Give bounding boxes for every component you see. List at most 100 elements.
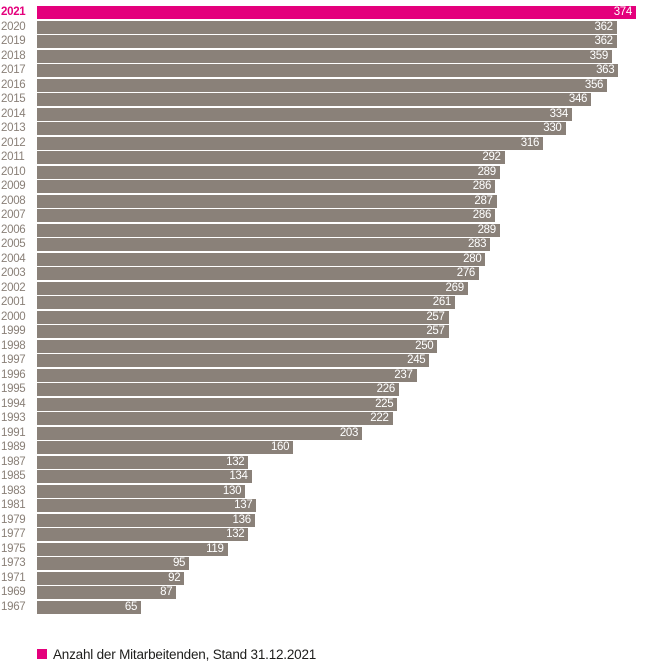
bar-row: 2009 286: [0, 180, 650, 193]
bar: 283: [37, 238, 491, 251]
bar-value-label: 292: [482, 151, 501, 163]
year-label: 2009: [1, 180, 26, 192]
bar-value-label: 280: [463, 252, 482, 265]
bar: 289: [37, 223, 500, 237]
bar-track: 289: [37, 223, 636, 237]
bar-value-label: 316: [520, 136, 540, 149]
bar-row: 2006 289: [0, 223, 650, 237]
bar-row: 2004 280: [0, 252, 650, 266]
bar-track: 261: [37, 296, 636, 309]
year-label: 1985: [1, 470, 26, 482]
bar: 250: [37, 339, 438, 353]
year-label: 2012: [1, 136, 26, 149]
bar-track: 137: [37, 499, 636, 512]
bar-track: 92: [37, 571, 636, 585]
bar: 289: [37, 165, 500, 179]
bar-value-label: 374: [613, 6, 633, 18]
year-label: 2005: [1, 238, 26, 250]
bar-value-label: 137: [234, 499, 253, 511]
year-label: 1995: [1, 383, 26, 395]
bar-track: 222: [37, 412, 636, 425]
legend-label: Anzahl der Mitarbeitenden, Stand 31.12.2…: [53, 646, 317, 662]
bar-track: 316: [37, 136, 636, 150]
year-label: 2004: [1, 252, 26, 265]
bar-row: 2012 316: [0, 136, 650, 150]
bar-row: 1995 226: [0, 383, 650, 396]
bar-value-label: 289: [477, 165, 497, 178]
bar-value-label: 359: [589, 49, 609, 62]
bar-row: 2000 257: [0, 310, 650, 324]
bar-row: 1985 134: [0, 470, 650, 483]
bar-track: 87: [37, 586, 636, 599]
bar-track: 356: [37, 78, 636, 92]
bar-row: 2011 292: [0, 151, 650, 164]
bar-track: 132: [37, 455, 636, 469]
bar-row: 1989 160: [0, 441, 650, 454]
bar-value-label: 286: [472, 180, 492, 192]
bar-track: 203: [37, 426, 636, 440]
bar-value-label: 261: [432, 296, 452, 308]
bar-row: 2017 363: [0, 64, 650, 77]
bar-value-label: 363: [596, 64, 615, 76]
bar: 363: [37, 64, 619, 77]
bar-row: 1996 237: [0, 368, 650, 382]
bar-row: 1977 132: [0, 528, 650, 541]
bar-row: 1998 250: [0, 339, 650, 353]
bar-row: 2005 283: [0, 238, 650, 251]
bar-value-label: 269: [445, 281, 465, 294]
bar-track: 286: [37, 209, 636, 222]
bar-row: 1969 87: [0, 586, 650, 599]
year-label: 2013: [1, 122, 26, 134]
bar-track: 362: [37, 20, 636, 34]
bar-value-label: 346: [568, 93, 588, 105]
bar: 316: [37, 136, 544, 150]
bar-value-label: 287: [474, 194, 493, 207]
bar: 286: [37, 209, 496, 222]
bar-track: 287: [37, 194, 636, 208]
bar-value-label: 95: [172, 557, 186, 569]
year-label: 1983: [1, 484, 26, 497]
bar: 261: [37, 296, 456, 309]
bar-row: 1973 95: [0, 557, 650, 570]
bar: 334: [37, 107, 572, 121]
year-label: 2001: [1, 296, 26, 308]
bar-row: 1971 92: [0, 571, 650, 585]
bar-track: 134: [37, 470, 636, 483]
bar-row: 1997 245: [0, 354, 650, 367]
bar-row: 2018 359: [0, 49, 650, 63]
bar-value-label: 257: [426, 325, 445, 337]
bar: 362: [37, 35, 617, 48]
bar-track: 346: [37, 93, 636, 106]
bar-row: 1991 203: [0, 426, 650, 440]
bar: 257: [37, 325, 449, 338]
bar-value-label: 119: [206, 542, 224, 555]
bar-track: 363: [37, 64, 636, 77]
bar-track: 119: [37, 542, 636, 556]
bar: 276: [37, 267, 480, 280]
bar-track: 362: [37, 35, 636, 48]
year-label: 1989: [1, 441, 26, 453]
year-label: 1975: [1, 542, 26, 555]
year-label: 1991: [1, 426, 26, 439]
bar-value-label: 134: [229, 470, 248, 482]
bar: 356: [37, 78, 608, 92]
bar: 269: [37, 281, 468, 295]
year-label: 1979: [1, 513, 26, 526]
year-label: 2002: [1, 281, 26, 294]
bar: 136: [37, 513, 255, 527]
bar-track: 95: [37, 557, 636, 570]
year-label: 1997: [1, 354, 26, 366]
year-label: 2019: [1, 35, 26, 47]
bar-track: 132: [37, 528, 636, 541]
bar-track: 269: [37, 281, 636, 295]
bar-track: 136: [37, 513, 636, 527]
year-label: 2015: [1, 93, 26, 105]
bar-track: 292: [37, 151, 636, 164]
bar-value-label: 362: [594, 20, 613, 33]
bar: 286: [37, 180, 496, 193]
bar-value-label: 222: [370, 412, 389, 424]
year-label: 2018: [1, 49, 26, 62]
bar-row: 1979 136: [0, 513, 650, 527]
bar: 137: [37, 499, 257, 512]
bar-value-label: 92: [168, 571, 181, 584]
